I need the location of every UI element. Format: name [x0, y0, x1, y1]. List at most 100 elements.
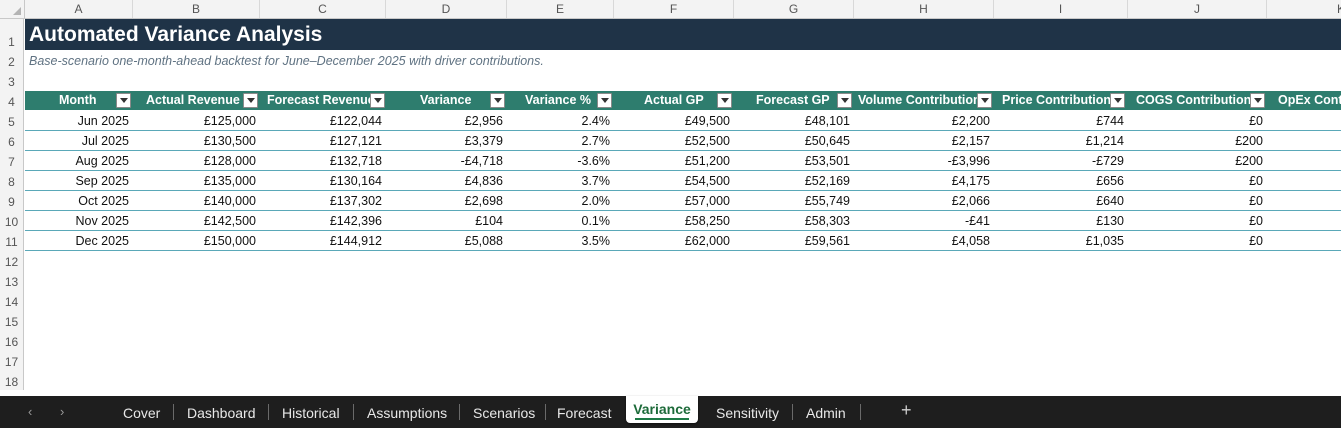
tab-assumptions[interactable]: Assumptions — [367, 405, 448, 421]
cell-actual-gp[interactable]: £54,500 — [684, 174, 730, 188]
row-header-8[interactable]: 8 — [0, 170, 24, 190]
cell-actual-gp[interactable]: £58,250 — [684, 214, 730, 228]
header-month[interactable]: Month — [25, 91, 133, 110]
tab-historical[interactable]: Historical — [282, 405, 340, 421]
cell-actual-revenue[interactable]: £150,000 — [203, 234, 256, 248]
cell-variance-pct[interactable]: 0.1% — [581, 214, 611, 228]
header-opex-contribution[interactable]: OpEx Contribution — [1267, 91, 1341, 110]
sheet-subtitle[interactable]: Base-scenario one-month-ahead backtest f… — [29, 54, 544, 68]
cell-price-contribution[interactable]: -£729 — [1092, 154, 1124, 168]
cell-volume-contribution[interactable]: £4,175 — [951, 174, 990, 188]
cell-opex-contribution[interactable] — [1267, 231, 1337, 250]
cell-cogs-contribution[interactable]: £200 — [1235, 154, 1263, 168]
cell-variance[interactable]: -£4,718 — [460, 154, 503, 168]
cell-volume-contribution[interactable]: -£3,996 — [947, 154, 990, 168]
tab-sensitivity[interactable]: Sensitivity — [716, 405, 780, 421]
header-variance-pct[interactable]: Variance % — [507, 91, 614, 110]
row-header-16[interactable]: 16 — [0, 330, 24, 350]
cell-cogs-contribution[interactable]: £0 — [1249, 214, 1263, 228]
column-header-k[interactable]: K — [1336, 2, 1341, 16]
cell-actual-revenue[interactable]: £140,000 — [203, 194, 256, 208]
row-header-6[interactable]: 6 — [0, 130, 24, 150]
tab-scenarios[interactable]: Scenarios — [473, 405, 536, 421]
cell-cogs-contribution[interactable]: £200 — [1235, 134, 1263, 148]
filter-dropdown-icon[interactable] — [837, 93, 852, 108]
header-volume-contribution[interactable]: Volume Contribution — [854, 91, 994, 110]
header-forecast-revenue[interactable]: Forecast Revenue — [260, 91, 386, 110]
row-header-10[interactable]: 10 — [0, 210, 24, 230]
column-header-a[interactable]: A — [25, 0, 133, 18]
filter-dropdown-icon[interactable] — [1250, 93, 1265, 108]
filter-dropdown-icon[interactable] — [597, 93, 612, 108]
cell-forecast-revenue[interactable]: £142,396 — [329, 214, 382, 228]
cell-price-contribution[interactable]: £640 — [1096, 194, 1124, 208]
cell-volume-contribution[interactable]: £2,200 — [951, 114, 990, 128]
column-header-d[interactable]: D — [386, 0, 507, 18]
cell-variance[interactable]: £4,836 — [464, 174, 503, 188]
row-header-13[interactable]: 13 — [0, 270, 24, 290]
cell-month[interactable]: Oct 2025 — [78, 194, 129, 208]
row-header-5[interactable]: 5 — [0, 110, 24, 130]
cell-actual-revenue[interactable]: £128,000 — [203, 154, 256, 168]
column-header-c[interactable]: C — [260, 0, 386, 18]
header-forecast-gp[interactable]: Forecast GP — [734, 91, 854, 110]
cell-opex-contribution[interactable] — [1267, 151, 1337, 170]
cell-month[interactable]: Sep 2025 — [75, 174, 129, 188]
cell-price-contribution[interactable]: £1,035 — [1085, 234, 1124, 248]
cell-variance[interactable]: £5,088 — [464, 234, 503, 248]
cell-volume-contribution[interactable]: £2,066 — [951, 194, 990, 208]
cell-cogs-contribution[interactable]: £0 — [1249, 194, 1263, 208]
cell-forecast-revenue[interactable]: £144,912 — [329, 234, 382, 248]
header-actual-revenue[interactable]: Actual Revenue — [133, 91, 260, 110]
row-header-11[interactable]: 11 — [0, 230, 24, 250]
cell-variance-pct[interactable]: 2.0% — [581, 194, 611, 208]
cell-forecast-revenue[interactable]: £122,044 — [329, 114, 382, 128]
row-header-2[interactable]: 2 — [0, 50, 24, 70]
cell-forecast-gp[interactable]: £58,303 — [804, 214, 850, 228]
cell-volume-contribution[interactable]: £2,157 — [951, 134, 990, 148]
cell-variance-pct[interactable]: 2.7% — [581, 134, 611, 148]
cell-volume-contribution[interactable]: £4,058 — [951, 234, 990, 248]
cell-month[interactable]: Jun 2025 — [77, 114, 129, 128]
cell-month[interactable]: Nov 2025 — [75, 214, 129, 228]
select-all-corner[interactable] — [0, 0, 25, 18]
cell-variance-pct[interactable]: 3.5% — [581, 234, 611, 248]
cell-price-contribution[interactable]: £744 — [1096, 114, 1124, 128]
scroll-tabs-left-icon[interactable]: ‹ — [28, 404, 33, 419]
filter-dropdown-icon[interactable] — [490, 93, 505, 108]
filter-dropdown-icon[interactable] — [370, 93, 385, 108]
column-header-e[interactable]: E — [507, 0, 614, 18]
cell-actual-gp[interactable]: £57,000 — [684, 194, 730, 208]
cell-actual-revenue[interactable]: £135,000 — [203, 174, 256, 188]
header-cogs-contribution[interactable]: COGS Contribution — [1128, 91, 1267, 110]
header-actual-gp[interactable]: Actual GP — [614, 91, 734, 110]
cell-actual-gp[interactable]: £52,500 — [684, 134, 730, 148]
cell-forecast-revenue[interactable]: £132,718 — [329, 154, 382, 168]
scroll-tabs-right-icon[interactable]: › — [60, 404, 65, 419]
column-header-j[interactable]: J — [1128, 0, 1267, 18]
tab-admin[interactable]: Admin — [806, 405, 846, 421]
cell-variance[interactable]: £2,956 — [464, 114, 503, 128]
cell-month[interactable]: Dec 2025 — [75, 234, 129, 248]
tab-variance[interactable]: Variance — [626, 396, 698, 423]
cell-volume-contribution[interactable]: -£41 — [964, 214, 990, 228]
column-header-b[interactable]: B — [133, 0, 260, 18]
tab-cover[interactable]: Cover — [123, 405, 161, 421]
cell-forecast-gp[interactable]: £50,645 — [804, 134, 850, 148]
column-header-i[interactable]: I — [994, 0, 1128, 18]
filter-dropdown-icon[interactable] — [977, 93, 992, 108]
cell-forecast-gp[interactable]: £55,749 — [804, 194, 850, 208]
filter-dropdown-icon[interactable] — [116, 93, 131, 108]
cell-variance-pct[interactable]: -3.6% — [577, 154, 610, 168]
add-sheet-icon[interactable]: + — [901, 400, 912, 420]
cell-variance[interactable]: £3,379 — [464, 134, 503, 148]
cell-forecast-revenue[interactable]: £130,164 — [329, 174, 382, 188]
row-header-4[interactable]: 4 — [0, 90, 24, 110]
cell-opex-contribution[interactable] — [1267, 111, 1337, 130]
cell-opex-contribution[interactable] — [1267, 191, 1337, 210]
row-header-1[interactable]: 1 — [0, 19, 24, 50]
cell-cogs-contribution[interactable]: £0 — [1249, 174, 1263, 188]
row-header-14[interactable]: 14 — [0, 290, 24, 310]
cell-forecast-gp[interactable]: £52,169 — [804, 174, 850, 188]
row-header-12[interactable]: 12 — [0, 250, 24, 270]
